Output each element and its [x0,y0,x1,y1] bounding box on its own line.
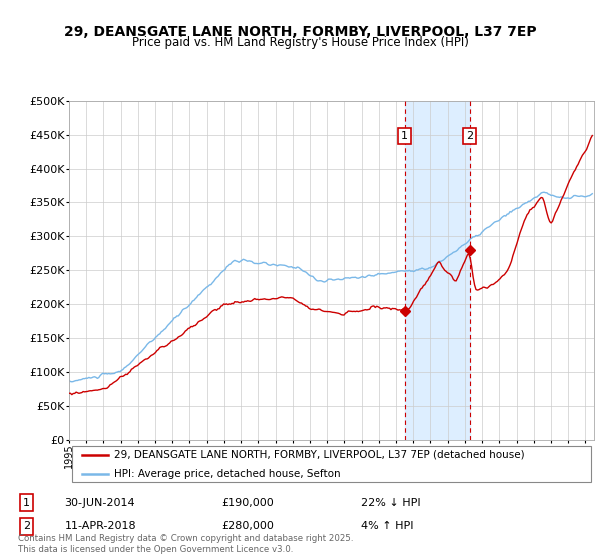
FancyBboxPatch shape [71,446,592,482]
Text: 11-APR-2018: 11-APR-2018 [64,521,136,531]
Text: HPI: Average price, detached house, Sefton: HPI: Average price, detached house, Seft… [113,469,340,478]
Bar [404,101,470,440]
Text: Price paid vs. HM Land Registry's House Price Index (HPI): Price paid vs. HM Land Registry's House … [131,36,469,49]
Text: 1: 1 [23,498,30,507]
Text: 29, DEANSGATE LANE NORTH, FORMBY, LIVERPOOL, L37 7EP (detached house): 29, DEANSGATE LANE NORTH, FORMBY, LIVERP… [113,450,524,460]
Text: 30-JUN-2014: 30-JUN-2014 [64,498,135,507]
Text: 1: 1 [401,132,408,141]
Text: £190,000: £190,000 [221,498,274,507]
Text: 4% ↑ HPI: 4% ↑ HPI [361,521,414,531]
Text: 29, DEANSGATE LANE NORTH, FORMBY, LIVERPOOL, L37 7EP: 29, DEANSGATE LANE NORTH, FORMBY, LIVERP… [64,25,536,39]
Text: 2: 2 [466,132,473,141]
Text: 2: 2 [23,521,30,531]
Text: Contains HM Land Registry data © Crown copyright and database right 2025.
This d: Contains HM Land Registry data © Crown c… [18,534,353,554]
Text: £280,000: £280,000 [221,521,274,531]
Text: 22% ↓ HPI: 22% ↓ HPI [361,498,421,507]
